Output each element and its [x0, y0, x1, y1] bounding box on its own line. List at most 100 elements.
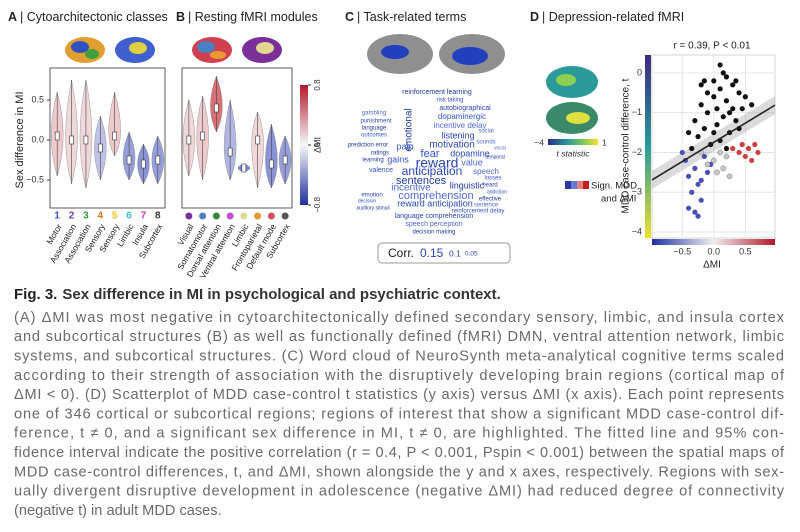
median-box: [186, 135, 192, 145]
cloud-word: social: [478, 129, 493, 135]
cloud-word: decision: [358, 198, 377, 204]
category-dot: [267, 212, 275, 220]
colorbar-title: t statistic: [556, 148, 590, 158]
cloud-word: reward: [416, 155, 459, 171]
cloud-word: gambling: [362, 111, 386, 117]
cloud-word: heard: [482, 183, 497, 189]
scatter-point: [749, 157, 755, 164]
scatter-point: [745, 145, 752, 152]
scatter-point: [698, 102, 704, 108]
scatter-point: [739, 141, 745, 148]
colorbar-tick-label: 0.8: [313, 79, 322, 91]
cloud-word: risk taking: [436, 98, 463, 104]
y-tick-label: −2: [632, 147, 642, 157]
category-number: 3: [83, 211, 89, 222]
x-colorstrip: [652, 239, 775, 245]
scatter-point: [695, 181, 701, 187]
caption-line: (A) ΔMI was most negative in cytoarchite…: [14, 310, 785, 326]
caption-line: one of 346 cortical or subcortical regio…: [14, 406, 784, 422]
scatter-point: [701, 78, 707, 84]
category-dot: [199, 212, 207, 220]
category-number: 4: [98, 211, 104, 222]
category-number: 2: [69, 211, 75, 222]
brain-images: [65, 34, 598, 134]
scatter-point: [714, 122, 720, 128]
colorbar-tick-label: −0.8: [313, 197, 322, 213]
scatter-point: [692, 118, 698, 124]
cloud-word: temporal: [485, 154, 504, 160]
scatter-point: [714, 169, 720, 176]
panel-label: B: [176, 10, 185, 24]
scatter-point: [739, 106, 745, 112]
cloud-word: language comprehension: [395, 213, 474, 220]
category-number: 8: [155, 211, 161, 222]
legend-value: 0.1: [449, 248, 461, 258]
plot-frame: [181, 67, 293, 209]
scatter-point: [720, 114, 726, 120]
panel-title-text: | Resting fMRI modules: [188, 10, 318, 24]
scatter-point: [698, 197, 704, 203]
cloud-word: language: [362, 126, 387, 132]
panel-title-text: | Depression-related fMRI: [542, 10, 684, 24]
cloud-word: sentences: [396, 175, 447, 187]
cloud-word: incentive delay: [434, 121, 487, 130]
cloud-word: vocal: [494, 145, 506, 151]
caption-label: Fig. 3.: [14, 286, 57, 303]
cloud-word: linguistic: [450, 180, 485, 190]
cloud-word: sentence: [474, 203, 499, 209]
y-axis-label: MDD case-control difference, t: [621, 78, 632, 213]
category-dot: [281, 212, 289, 220]
scatter-point: [736, 90, 742, 96]
cloud-word: decision making: [412, 230, 455, 236]
caption-line: (negative t) in adult MDD cases.: [14, 503, 222, 519]
scatter-point: [714, 106, 720, 112]
median-box: [141, 159, 146, 169]
x-tick-label: 0.5: [739, 246, 752, 256]
cloud-word: reward anticipation: [397, 198, 473, 208]
stat-annotation: r = 0.39, P < 0.01: [673, 41, 751, 52]
median-box: [69, 135, 74, 145]
plot-frame: [49, 67, 166, 209]
colorbar: [300, 85, 308, 205]
fit-line: [651, 104, 776, 181]
scatter-point: [701, 153, 707, 160]
scatter-point: [704, 169, 711, 175]
panel-title-text: | Cytoarchitectonic classes: [20, 10, 168, 24]
y-tick-label: −3: [632, 187, 642, 197]
y-tick-label: 0.5: [31, 94, 44, 104]
median-box: [155, 155, 161, 165]
scatter-point: [701, 125, 707, 132]
cloud-word: speech perception: [405, 221, 462, 228]
cloud-word: comprehension: [398, 190, 473, 202]
category-number: 7: [141, 211, 147, 222]
category-number: 5: [112, 211, 118, 222]
x-tick-label: −0.5: [673, 246, 691, 256]
scatter-point: [717, 149, 723, 156]
y-tick-label: 0.0: [31, 134, 44, 144]
colorbar-tick-label: −4: [534, 137, 544, 147]
scatter-point: [692, 165, 698, 171]
cloud-word: dopamine: [450, 148, 490, 158]
category-dot: [254, 212, 262, 220]
legend-value: 0.15: [420, 246, 444, 260]
panel-title: B | Resting fMRI modules: [176, 10, 318, 24]
y-tick-label: −0.5: [26, 174, 44, 184]
scatter-point: [704, 90, 711, 96]
scatter-point: [698, 82, 704, 88]
y-colorstrip: [645, 55, 651, 238]
cloud-word: pain: [396, 141, 413, 151]
caption-line: according to their strength of associati…: [14, 368, 785, 384]
scatter-point: [723, 74, 730, 80]
median-box: [255, 135, 260, 145]
panel-title: A | Cytoarchitectonic classes: [8, 10, 168, 24]
scatter-point: [689, 145, 695, 152]
cloud-word: speech: [473, 167, 499, 176]
caption-line: ference, t ≠ 0, and a significant sex di…: [14, 426, 784, 442]
scatter-point: [733, 118, 739, 124]
scatter-point: [720, 70, 726, 76]
legend-swatch: [571, 181, 577, 189]
median-box: [126, 155, 132, 165]
cloud-word: value: [461, 157, 483, 167]
legend-swatch: [577, 181, 583, 189]
